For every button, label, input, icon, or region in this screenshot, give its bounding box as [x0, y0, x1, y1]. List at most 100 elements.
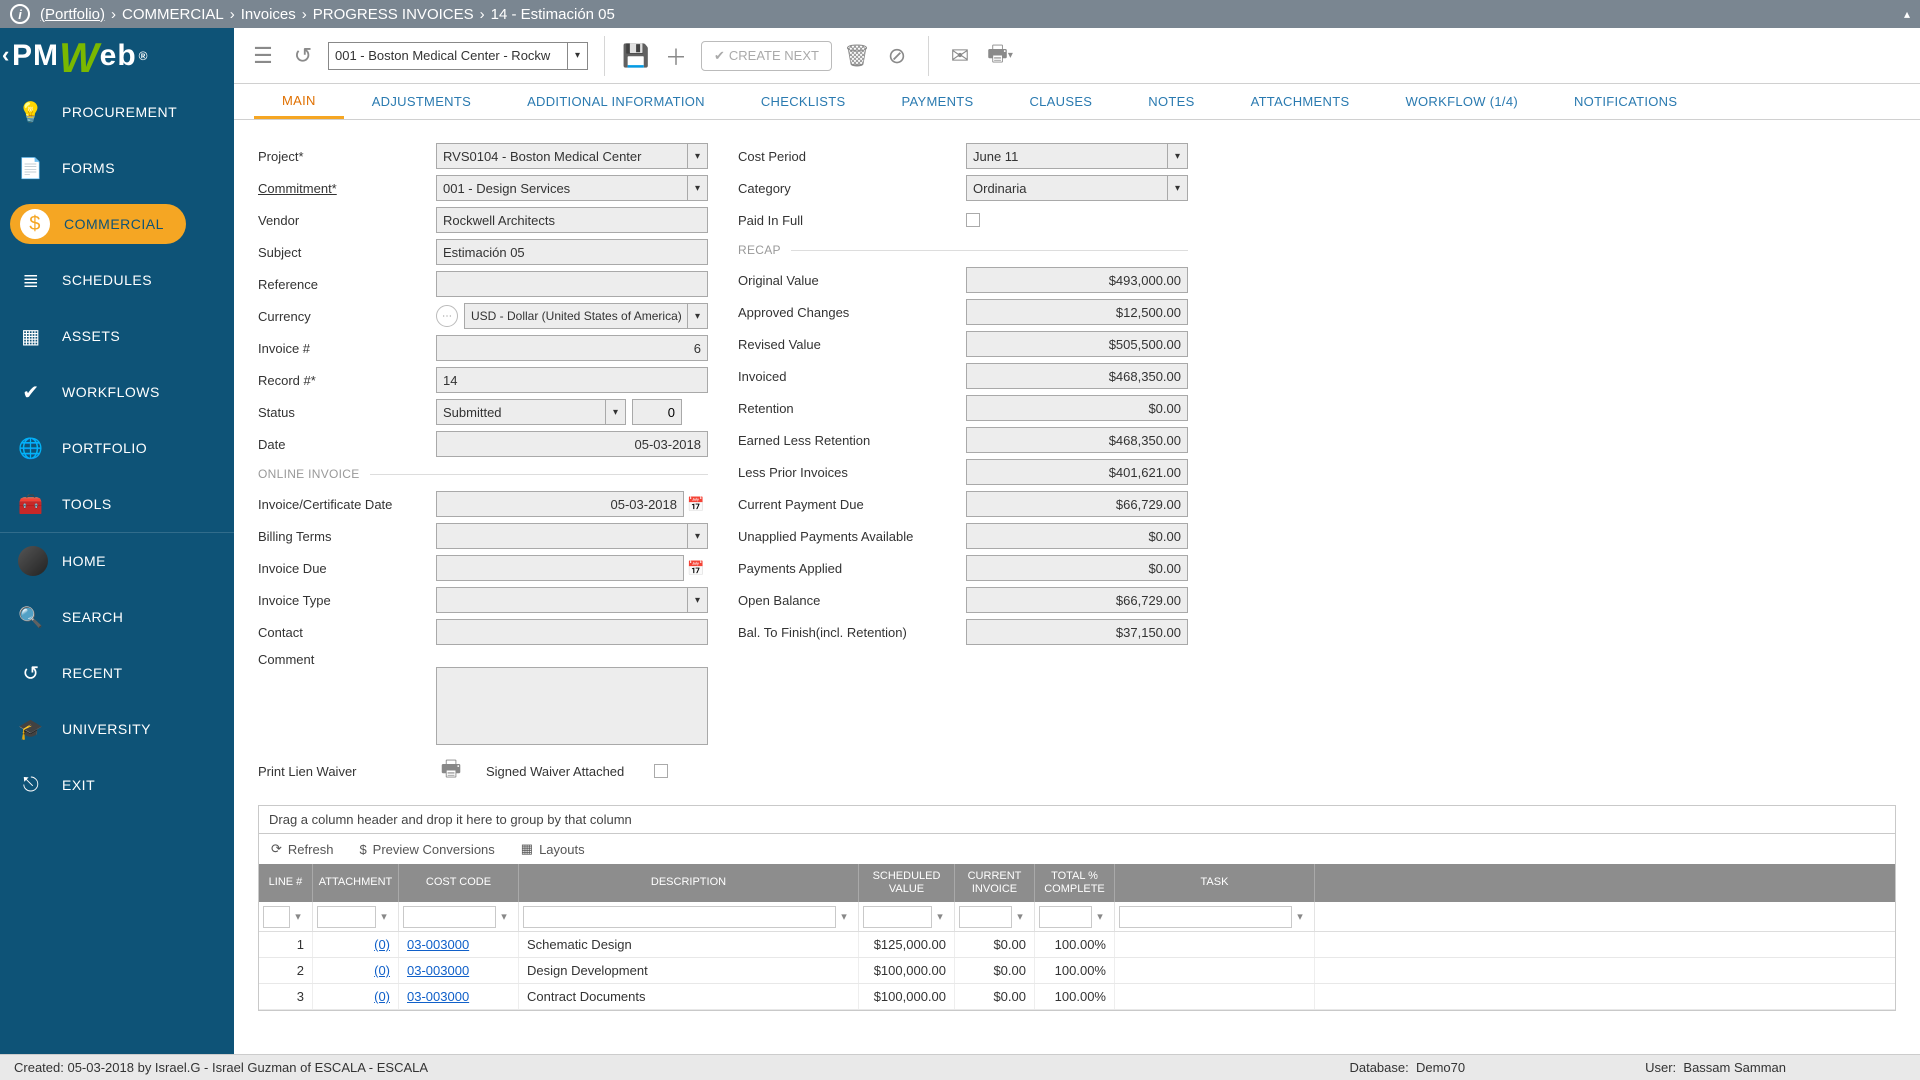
currency-more-icon[interactable]: ⋯ [436, 305, 458, 327]
attachment-link[interactable]: (0) [374, 937, 390, 952]
tab-notifications[interactable]: NOTIFICATIONS [1546, 84, 1705, 119]
save-icon[interactable]: 💾 [621, 41, 651, 71]
grid-refresh[interactable]: ⟳ Refresh [271, 841, 333, 857]
vendor-field[interactable]: Rockwell Architects [436, 207, 708, 233]
tab-clauses[interactable]: CLAUSES [1001, 84, 1120, 119]
grid-header[interactable]: CURRENT INVOICE [955, 864, 1035, 902]
filter-icon[interactable]: ▾ [836, 910, 852, 923]
grid-filter-cell[interactable]: ▾ [859, 902, 955, 931]
subject-field[interactable]: Estimación 05 [436, 239, 708, 265]
table-row[interactable]: 3(0)03-003000Contract Documents$100,000.… [259, 984, 1895, 1010]
sidebar-item-home[interactable]: HOME [0, 533, 234, 589]
icdate-field[interactable]: 05-03-2018 [436, 491, 684, 517]
block-icon[interactable]: ⊘ [882, 41, 912, 71]
grid-header[interactable]: ATTACHMENT [313, 864, 399, 902]
costcode-link[interactable]: 03-003000 [407, 989, 469, 1004]
lien-label: Print Lien Waiver [258, 764, 436, 779]
filter-icon[interactable]: ▾ [1092, 910, 1108, 923]
filter-icon[interactable]: ▾ [1012, 910, 1028, 923]
calendar-icon[interactable]: 📅 [686, 491, 706, 517]
list-icon[interactable]: ☰ [248, 41, 278, 71]
filter-icon[interactable]: ▾ [376, 910, 392, 923]
print-icon[interactable]: 🖶 ▾ [985, 41, 1015, 71]
attachment-link[interactable]: (0) [374, 963, 390, 978]
costperiod-field[interactable]: June 11▾ [966, 143, 1188, 169]
grid-layouts[interactable]: ▦ Layouts [521, 841, 585, 857]
info-icon[interactable]: i [10, 4, 30, 24]
commitment-label[interactable]: Commitment* [258, 181, 436, 196]
delete-icon[interactable]: 🗑 [842, 41, 872, 71]
grid-filter-cell[interactable]: ▾ [399, 902, 519, 931]
invoiceno-field[interactable]: 6 [436, 335, 708, 361]
create-next-button[interactable]: ✔ CREATE NEXT [701, 41, 832, 71]
contact-field[interactable] [436, 619, 708, 645]
costcode-link[interactable]: 03-003000 [407, 937, 469, 952]
date-field[interactable]: 05-03-2018 [436, 431, 708, 457]
sidebar-item-forms[interactable]: 📄FORMS [0, 140, 234, 196]
tab-attachments[interactable]: ATTACHMENTS [1223, 84, 1378, 119]
grid-header[interactable]: TASK [1115, 864, 1315, 902]
sidebar-item-portfolio[interactable]: 🌐PORTFOLIO [0, 420, 234, 476]
grid-group-hint[interactable]: Drag a column header and drop it here to… [259, 806, 1895, 834]
status-field[interactable]: Submitted▾ [436, 399, 626, 425]
sidebar-item-workflows[interactable]: ✔WORKFLOWS [0, 364, 234, 420]
grid-filter-cell[interactable]: ▾ [955, 902, 1035, 931]
billing-field[interactable]: ▾ [436, 523, 708, 549]
grid-header[interactable]: COST CODE [399, 864, 519, 902]
sidebar-item-exit[interactable]: ⎋EXIT [0, 757, 234, 813]
tab-adjustments[interactable]: ADJUSTMENTS [344, 84, 499, 119]
commitment-field[interactable]: 001 - Design Services▾ [436, 175, 708, 201]
status-num-field[interactable] [632, 399, 682, 425]
filter-icon[interactable]: ▾ [1292, 910, 1308, 923]
breadcrumb-portfolio[interactable]: (Portfolio) [40, 6, 105, 23]
sidebar-item-recent[interactable]: ↺RECENT [0, 645, 234, 701]
add-icon[interactable]: ＋ [661, 41, 691, 71]
mail-icon[interactable]: ✉ [945, 41, 975, 71]
project-selector[interactable]: 001 - Boston Medical Center - Rockw▾ [328, 42, 588, 70]
filter-icon[interactable]: ▾ [290, 910, 306, 923]
table-row[interactable]: 2(0)03-003000Design Development$100,000.… [259, 958, 1895, 984]
reference-field[interactable] [436, 271, 708, 297]
recordno-field[interactable]: 14 [436, 367, 708, 393]
grid-filter-cell[interactable]: ▾ [259, 902, 313, 931]
invtype-field[interactable]: ▾ [436, 587, 708, 613]
grid-header[interactable]: DESCRIPTION [519, 864, 859, 902]
paid-checkbox[interactable] [966, 213, 980, 227]
grid-filter-cell[interactable]: ▾ [1035, 902, 1115, 931]
print-lien-icon[interactable]: 🖶 [436, 756, 466, 786]
history-icon[interactable]: ↺ [288, 41, 318, 71]
comment-field[interactable] [436, 667, 708, 745]
tab-notes[interactable]: NOTES [1120, 84, 1222, 119]
grid-filter-cell[interactable]: ▾ [313, 902, 399, 931]
category-field[interactable]: Ordinaria▾ [966, 175, 1188, 201]
sidebar-item-university[interactable]: 🎓UNIVERSITY [0, 701, 234, 757]
currency-field[interactable]: USD - Dollar (United States of America)▾ [464, 303, 708, 329]
grid-preview[interactable]: $ Preview Conversions [359, 842, 494, 857]
sidebar-item-tools[interactable]: 🧰TOOLS [0, 476, 234, 532]
sidebar-item-commercial[interactable]: $COMMERCIAL [0, 196, 234, 252]
sidebar-item-search[interactable]: 🔍SEARCH [0, 589, 234, 645]
project-field[interactable]: RVS0104 - Boston Medical Center▾ [436, 143, 708, 169]
sidebar-item-schedules[interactable]: ≣SCHEDULES [0, 252, 234, 308]
grid-filter-cell[interactable]: ▾ [519, 902, 859, 931]
tab-payments[interactable]: PAYMENTS [873, 84, 1001, 119]
attachment-link[interactable]: (0) [374, 989, 390, 1004]
table-row[interactable]: 1(0)03-003000Schematic Design$125,000.00… [259, 932, 1895, 958]
sidebar-item-assets[interactable]: ▦ASSETS [0, 308, 234, 364]
filter-icon[interactable]: ▾ [932, 910, 948, 923]
collapse-icon[interactable]: ▴ [1904, 7, 1910, 21]
tab-checklists[interactable]: CHECKLISTS [733, 84, 874, 119]
calendar-icon[interactable]: 📅 [686, 555, 706, 581]
grid-header[interactable]: TOTAL % COMPLETE [1035, 864, 1115, 902]
invdue-field[interactable] [436, 555, 684, 581]
grid-header[interactable]: LINE # [259, 864, 313, 902]
costcode-link[interactable]: 03-003000 [407, 963, 469, 978]
sidebar-item-procurement[interactable]: 💡PROCUREMENT [0, 84, 234, 140]
tab-main[interactable]: MAIN [254, 84, 344, 119]
filter-icon[interactable]: ▾ [496, 910, 512, 923]
tab-workflow-1-4-[interactable]: WORKFLOW (1/4) [1377, 84, 1546, 119]
tab-additional-information[interactable]: ADDITIONAL INFORMATION [499, 84, 733, 119]
grid-filter-cell[interactable]: ▾ [1115, 902, 1315, 931]
signed-checkbox[interactable] [654, 764, 668, 778]
grid-header[interactable]: SCHEDULED VALUE [859, 864, 955, 902]
